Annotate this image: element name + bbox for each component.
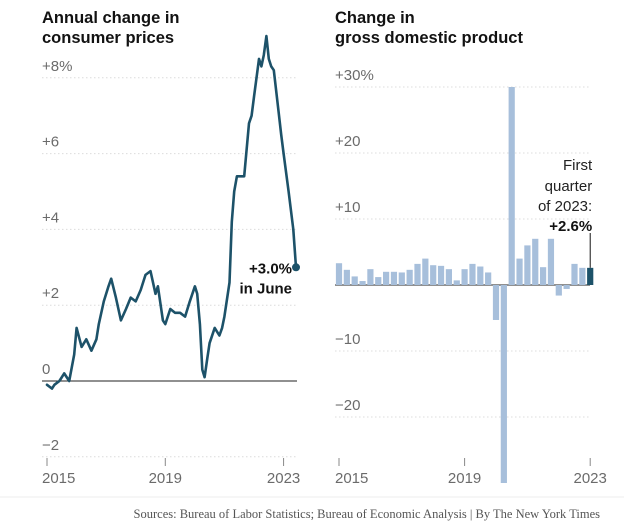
gdp-bar (516, 258, 523, 285)
gdp-x-tick-label: 2019 (448, 470, 481, 487)
gdp-y-tick-label: +20 (335, 133, 360, 150)
gdp-bar (485, 272, 492, 285)
gdp-bar (375, 277, 382, 285)
gdp-bar (500, 285, 507, 483)
gdp-bar (453, 280, 460, 285)
gdp-bar (383, 271, 390, 285)
cpi-end-label-line-2: in June (239, 280, 292, 297)
gdp-bar (445, 269, 452, 285)
gdp-x-tick-label: 2015 (335, 470, 368, 487)
cpi-end-label-line-1: +3.0% (249, 260, 292, 277)
gdp-bar (367, 269, 374, 285)
cpi-y-tick-label: +6 (42, 134, 59, 151)
gdp-bar (406, 269, 413, 285)
gdp-bar-highlight (587, 267, 594, 285)
cpi-title-line-1: Annual change in (42, 9, 180, 27)
gdp-bar (579, 267, 586, 285)
cpi-y-tick-label: +8% (42, 58, 72, 75)
gdp-title-line-1: Change in (335, 9, 415, 27)
gdp-annotation-value: +2.6% (549, 218, 592, 235)
cpi-x-tick-label: 2019 (149, 470, 182, 487)
gdp-bar (343, 269, 350, 285)
gdp-annotation-line-3: of 2023: (538, 198, 592, 215)
gdp-bar (532, 238, 539, 285)
gdp-y-tick-label: −20 (335, 397, 360, 414)
gdp-bar (335, 263, 343, 285)
source-note: Sources: Bureau of Labor Statistics; Bur… (134, 507, 601, 521)
cpi-y-tick-label: −2 (42, 437, 59, 454)
gdp-bar (469, 263, 476, 285)
gdp-y-tick-label: +30% (335, 67, 374, 84)
gdp-bar (422, 258, 429, 285)
gdp-bar (437, 265, 445, 285)
cpi-series-line (45, 34, 298, 390)
gdp-bar (563, 285, 570, 289)
gdp-bar (555, 285, 562, 296)
gdp-bar (359, 281, 366, 285)
gdp-bar (524, 245, 531, 285)
gdp-bar (547, 238, 555, 285)
cpi-chart: Annual change in consumer prices +8% +6 +4… (42, 9, 300, 487)
gdp-bar (390, 271, 398, 285)
gdp-bar (540, 267, 547, 285)
gdp-bar (430, 265, 437, 285)
cpi-y-tick-label: 0 (42, 361, 50, 378)
gdp-y-tick-label: +10 (335, 199, 360, 216)
gdp-bar (398, 272, 405, 285)
cpi-y-tick-label: +4 (42, 209, 59, 226)
cpi-x-tick-label: 2015 (42, 470, 75, 487)
cpi-x-tick-label: 2023 (267, 470, 300, 487)
cpi-end-point (292, 263, 300, 272)
gdp-chart: Change in gross domestic product +30% +20… (335, 9, 607, 487)
gdp-bar (414, 263, 421, 285)
gdp-bar (477, 266, 484, 285)
gdp-x-tick-label: 2023 (574, 470, 607, 487)
cpi-y-tick-label: +2 (42, 285, 59, 302)
gdp-bar (461, 269, 468, 285)
gdp-bar (492, 285, 500, 320)
gdp-y-tick-label: −10 (335, 331, 360, 348)
gdp-bar (571, 263, 578, 285)
gdp-bar (351, 276, 358, 285)
gdp-title-line-2: gross domestic product (335, 29, 523, 47)
gdp-annotation-line-2: quarter (545, 178, 593, 195)
gdp-bar (508, 87, 515, 285)
cpi-title-line-2: consumer prices (42, 29, 174, 47)
gdp-annotation-line-1: First (563, 157, 593, 174)
